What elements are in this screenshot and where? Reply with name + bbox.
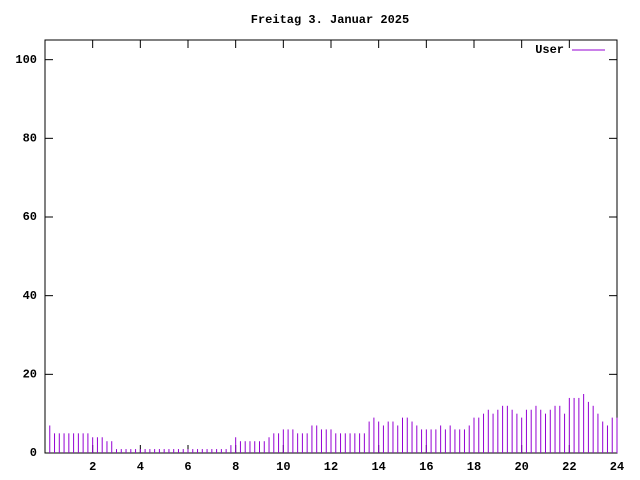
y-tick-label: 0 — [30, 446, 37, 460]
plot-frame — [44, 39, 618, 454]
legend-label: User — [535, 43, 564, 57]
y-tick-label: 100 — [15, 53, 37, 67]
x-tick-label: 24 — [610, 460, 624, 474]
y-tick-label: 20 — [23, 368, 37, 382]
y-tick-label: 80 — [23, 132, 37, 146]
chart-title: Freitag 3. Januar 2025 — [251, 13, 409, 27]
y-tick-label: 40 — [23, 289, 37, 303]
x-tick-label: 16 — [419, 460, 433, 474]
y-tick-label: 60 — [23, 210, 37, 224]
x-tick-label: 22 — [562, 460, 576, 474]
x-tick-label: 4 — [137, 460, 144, 474]
x-tick-label: 8 — [232, 460, 239, 474]
x-tick-label: 12 — [324, 460, 338, 474]
x-tick-label: 20 — [514, 460, 528, 474]
x-tick-label: 18 — [467, 460, 481, 474]
x-tick-label: 2 — [89, 460, 96, 474]
x-tick-label: 14 — [371, 460, 385, 474]
x-tick-label: 10 — [276, 460, 290, 474]
x-tick-label: 6 — [184, 460, 191, 474]
